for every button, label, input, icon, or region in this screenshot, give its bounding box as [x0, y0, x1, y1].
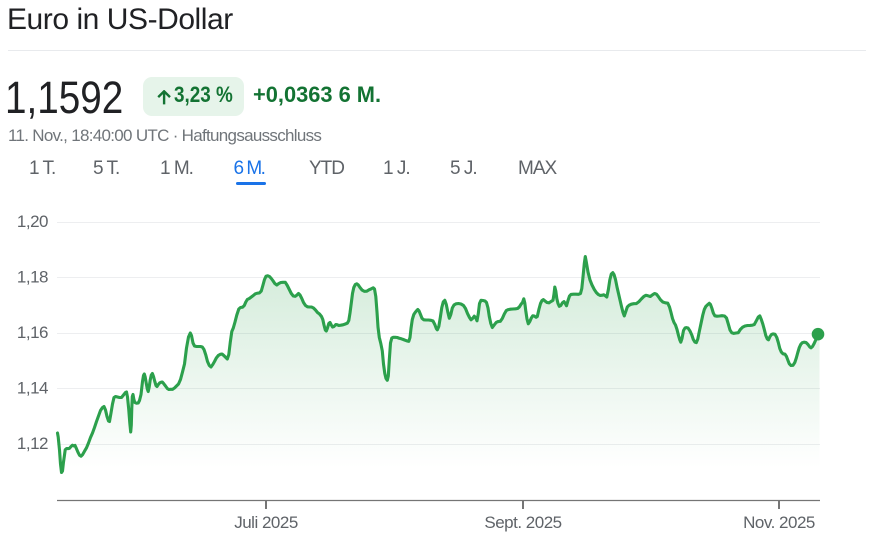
svg-text:Sept. 2025: Sept. 2025 — [484, 513, 561, 532]
svg-text:Juli 2025: Juli 2025 — [234, 513, 298, 532]
svg-text:1,16: 1,16 — [17, 323, 48, 342]
svg-text:1,18: 1,18 — [17, 268, 48, 287]
svg-text:1,12: 1,12 — [17, 434, 48, 453]
svg-text:1,14: 1,14 — [17, 379, 48, 398]
svg-text:1,20: 1,20 — [17, 212, 48, 231]
svg-text:Nov. 2025: Nov. 2025 — [743, 513, 815, 532]
